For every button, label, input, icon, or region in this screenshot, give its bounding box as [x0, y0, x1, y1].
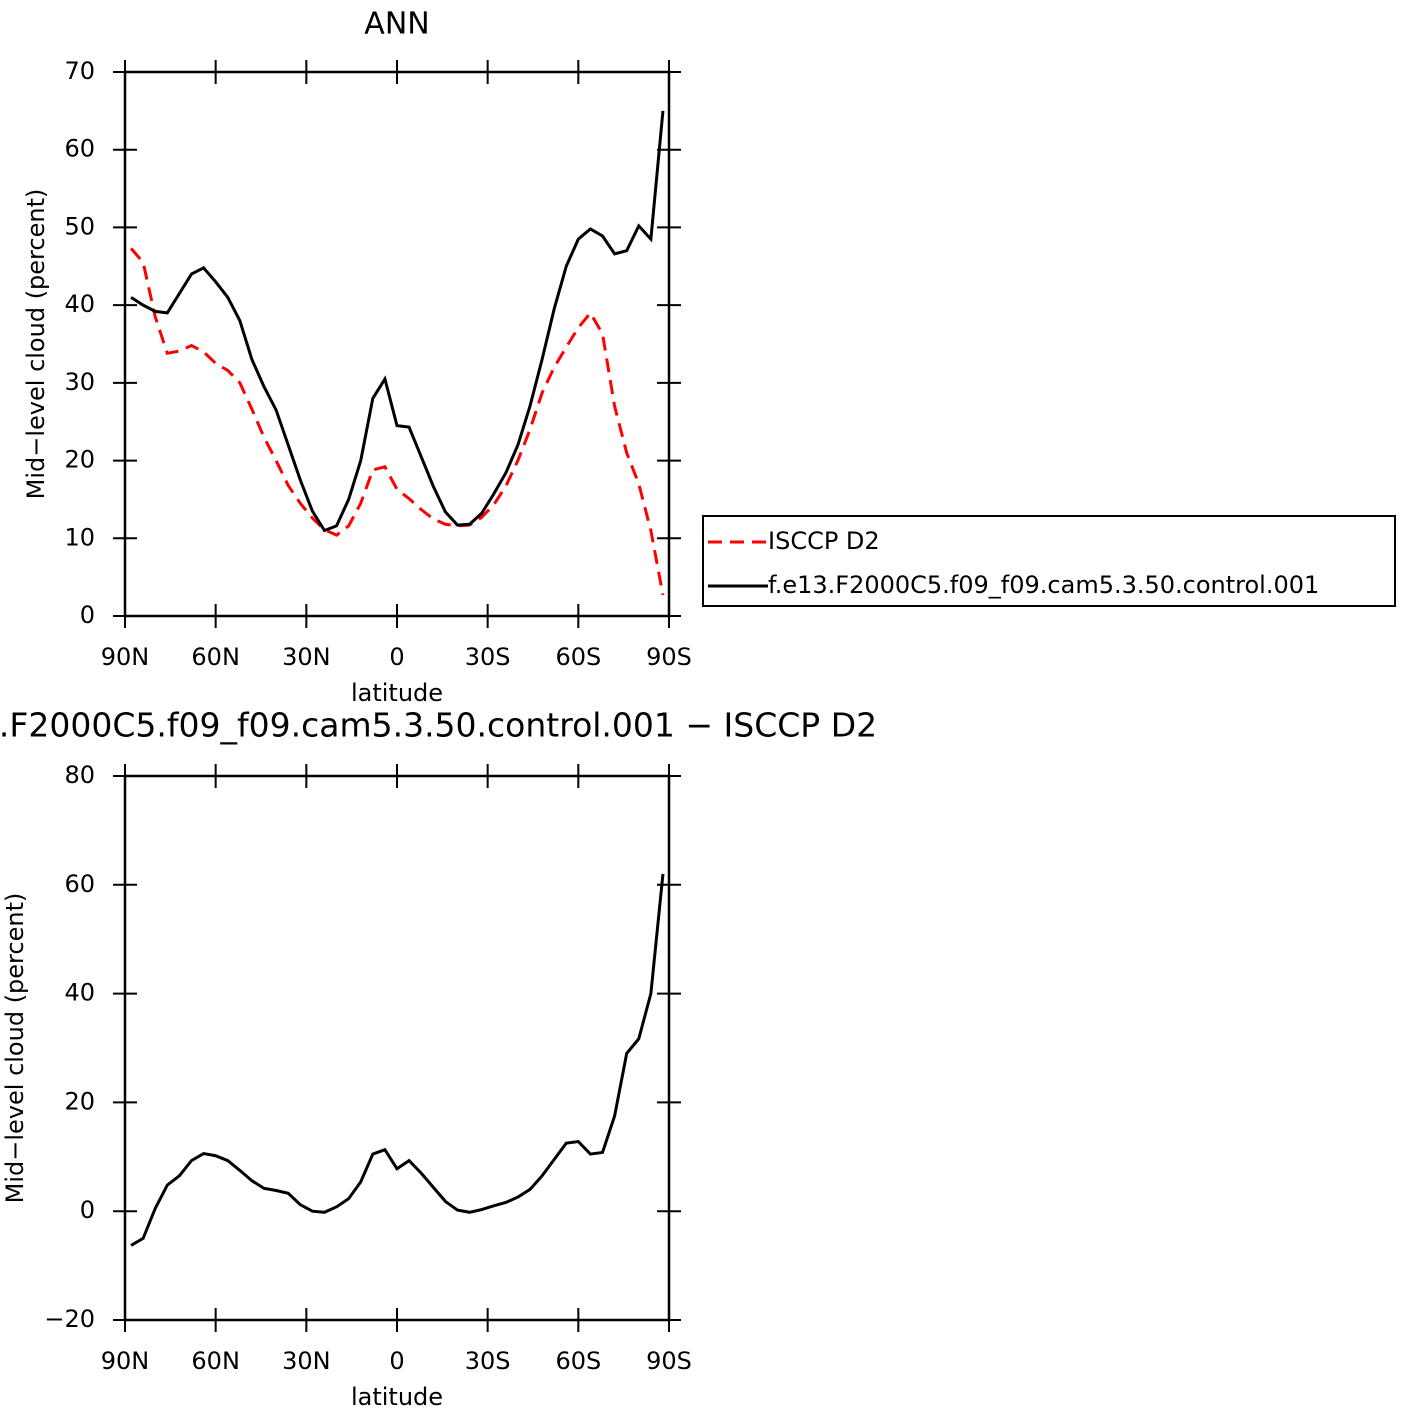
y-tick-label: 40 [64, 290, 95, 318]
x-tick-label: 30S [465, 1347, 511, 1375]
y-tick-label: 20 [64, 1087, 95, 1115]
x-tick-label: 90S [646, 1347, 692, 1375]
y-tick-label: 0 [80, 1196, 95, 1224]
x-tick-label: 60N [191, 1347, 240, 1375]
x-tick-label: 0 [389, 643, 404, 671]
x-axis-label: latitude [351, 679, 443, 707]
y-tick-label: 30 [64, 368, 95, 396]
y-tick-label: 70 [64, 57, 95, 85]
y-tick-label: 50 [64, 212, 95, 240]
y-axis-label: Mid−level cloud (percent) [22, 189, 50, 500]
data-line [129, 247, 665, 596]
x-tick-label: 30N [282, 1347, 331, 1375]
y-tick-label: 80 [64, 761, 95, 789]
y-tick-label: 60 [64, 870, 95, 898]
x-tick-label: 90S [646, 643, 692, 671]
data-line [130, 873, 665, 1247]
legend-box [702, 515, 1396, 607]
chart-title: f.e13.F2000C5.f09_f09.cam5.3.50.control.… [0, 706, 877, 745]
legend-label: f.e13.F2000C5.f09_f09.cam5.3.50.control.… [768, 571, 1319, 599]
x-tick-label: 0 [389, 1347, 404, 1375]
x-tick-label: 60N [191, 643, 240, 671]
plot-frame [123, 774, 671, 1322]
data-line [130, 110, 665, 533]
x-tick-label: 90N [101, 1347, 150, 1375]
x-tick-label: 60S [555, 1347, 601, 1375]
x-tick-label: 30N [282, 643, 331, 671]
y-tick-label: 60 [64, 135, 95, 163]
x-tick-label: 90N [101, 643, 150, 671]
y-tick-label: 0 [80, 601, 95, 629]
y-tick-label: −20 [44, 1305, 95, 1333]
x-tick-label: 30S [465, 643, 511, 671]
plot-frame [123, 70, 671, 618]
y-axis-label: Mid−level cloud (percent) [1, 893, 29, 1204]
y-tick-label: 10 [64, 523, 95, 551]
x-tick-label: 60S [555, 643, 601, 671]
y-tick-label: 20 [64, 446, 95, 474]
x-axis-label: latitude [351, 1383, 443, 1411]
y-tick-label: 40 [64, 979, 95, 1007]
legend-label: ISCCP D2 [768, 527, 880, 555]
chart-title: ANN [364, 7, 429, 42]
